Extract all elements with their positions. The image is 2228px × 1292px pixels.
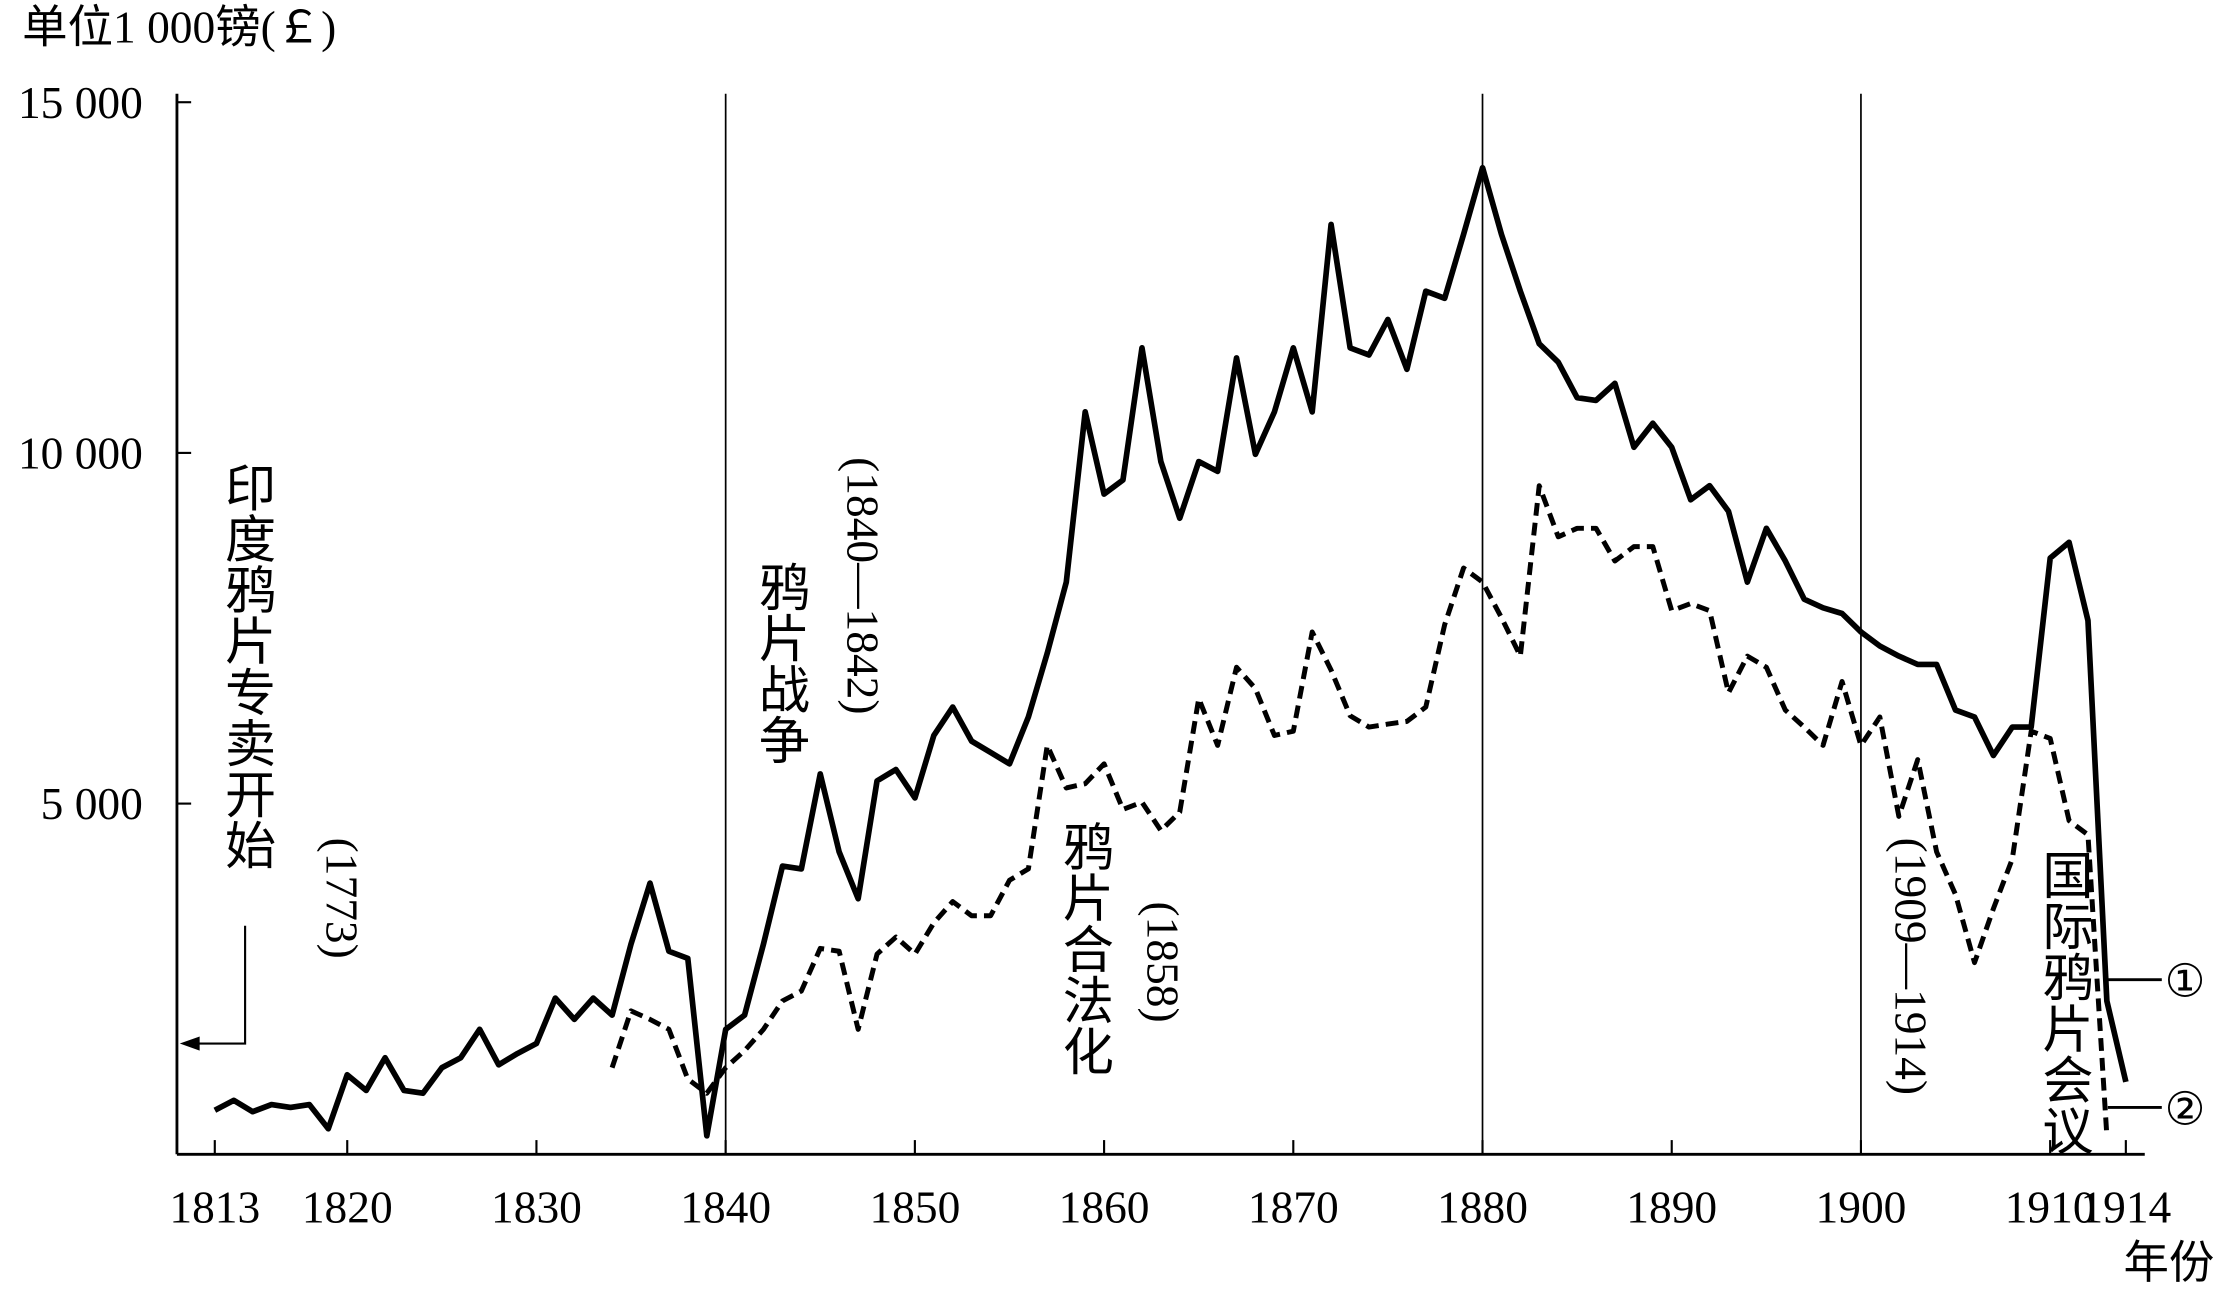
y-axis-label: 单位1 000镑(￡) (22, 3, 336, 53)
annotation: (1773) (317, 838, 367, 959)
annotation: 鸦片战争 (750, 561, 809, 765)
x-tick-label: 1850 (869, 1182, 960, 1232)
annotation: (1858) (1137, 902, 1187, 1023)
x-tick-label: 1840 (680, 1182, 771, 1232)
annotation: (1909—1914) (1885, 838, 1935, 1095)
series-line (609, 483, 2110, 1136)
x-tick-label: 1900 (1816, 1182, 1907, 1232)
arrow-head (179, 1036, 200, 1051)
annotation: (1840—1842) (838, 457, 888, 714)
legend-label: ① (2165, 957, 2206, 1007)
y-tick-label: 10 000 (18, 429, 143, 479)
series-line (213, 164, 2129, 1139)
y-tick-label: 5 000 (41, 779, 143, 829)
x-tick-label: 1813 (169, 1182, 260, 1232)
arrow (188, 925, 247, 1045)
x-tick-label: 1880 (1437, 1182, 1528, 1232)
annotation: 国际鸦片会议 (2034, 849, 2093, 1156)
x-tick-label: 1820 (302, 1182, 393, 1232)
x-tick-label: 1914 (2080, 1182, 2171, 1232)
legend-label: ② (2165, 1084, 2206, 1134)
annotation: 印度鸦片专卖开始 (217, 461, 276, 870)
x-tick-label: 1890 (1626, 1182, 1717, 1232)
x-tick-label: 1830 (491, 1182, 582, 1232)
y-tick-label: 15 000 (18, 78, 143, 128)
annotation: 鸦片合法化 (1054, 821, 1113, 1077)
x-tick-label: 1910 (2005, 1182, 2096, 1232)
x-tick-label: 1860 (1059, 1182, 1150, 1232)
x-tick-label: 1870 (1248, 1182, 1339, 1232)
x-axis-label: 年份 (2123, 1238, 2214, 1288)
